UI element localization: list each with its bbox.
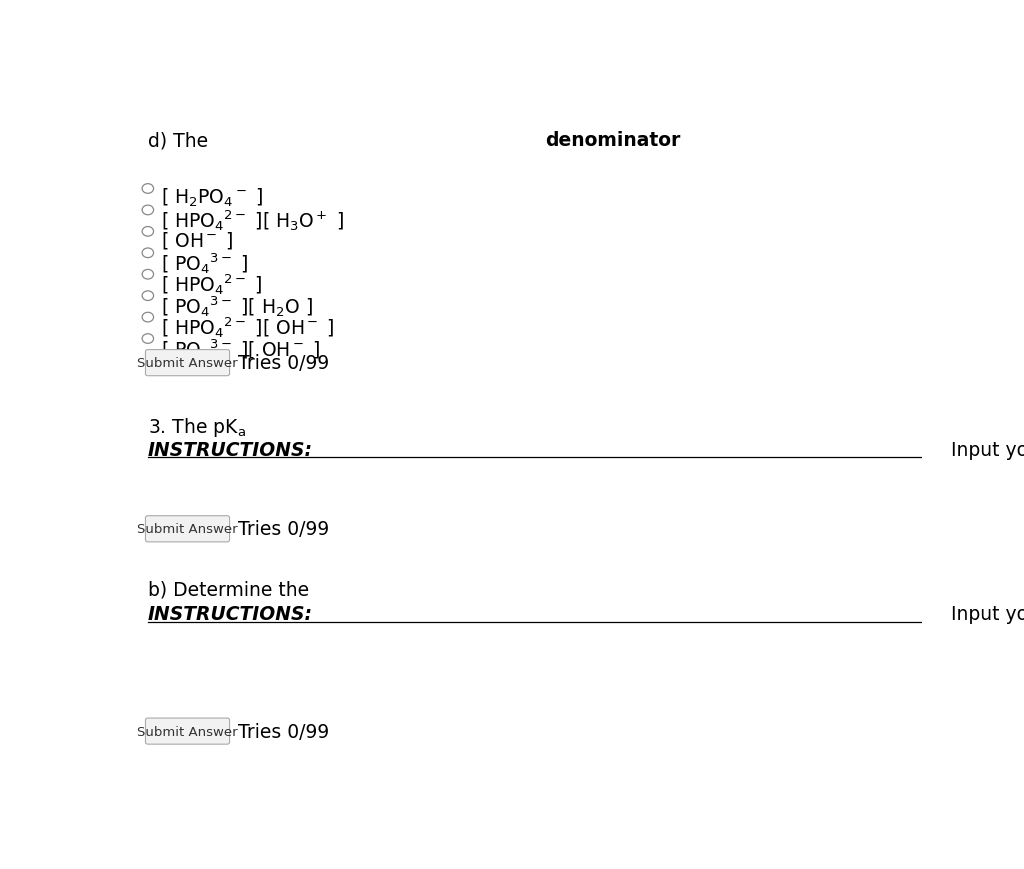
Text: Input your answer to: Input your answer to <box>945 605 1024 624</box>
Text: INSTRUCTIONS:: INSTRUCTIONS: <box>147 605 313 624</box>
Text: d) The: d) The <box>147 131 214 150</box>
FancyBboxPatch shape <box>145 350 229 376</box>
FancyBboxPatch shape <box>145 516 229 542</box>
Text: 3. The pK$_\mathrm{a}$: 3. The pK$_\mathrm{a}$ <box>147 415 246 438</box>
Text: denominator: denominator <box>546 131 681 150</box>
FancyBboxPatch shape <box>145 718 229 745</box>
Text: Tries 0/99: Tries 0/99 <box>239 354 330 373</box>
Text: [ OH$^-$ ]: [ OH$^-$ ] <box>162 229 234 250</box>
Text: [ PO$_4$$^{3-}$ ][ H$_2$O ]: [ PO$_4$$^{3-}$ ][ H$_2$O ] <box>162 294 313 318</box>
Text: [ H$_2$PO$_4$$^-$ ]: [ H$_2$PO$_4$$^-$ ] <box>162 187 263 209</box>
Text: Submit Answer: Submit Answer <box>137 357 238 369</box>
Text: Tries 0/99: Tries 0/99 <box>239 520 330 539</box>
Text: Submit Answer: Submit Answer <box>137 522 238 535</box>
Text: [ HPO$_4$$^{2-}$ ]: [ HPO$_4$$^{2-}$ ] <box>162 272 263 297</box>
Text: Input your answer to: Input your answer to <box>945 441 1024 459</box>
Text: Tries 0/99: Tries 0/99 <box>239 722 330 740</box>
Text: [ PO$_4$$^{3-}$ ][ OH$^-$ ]: [ PO$_4$$^{3-}$ ][ OH$^-$ ] <box>162 336 321 362</box>
Text: INSTRUCTIONS:: INSTRUCTIONS: <box>147 441 313 459</box>
Text: [ HPO$_4$$^{2-}$ ][ H$_3$O$^+$ ]: [ HPO$_4$$^{2-}$ ][ H$_3$O$^+$ ] <box>162 208 344 233</box>
Text: Submit Answer: Submit Answer <box>137 725 238 738</box>
Text: [ PO$_4$$^{3-}$ ]: [ PO$_4$$^{3-}$ ] <box>162 251 249 275</box>
Text: b) Determine the: b) Determine the <box>147 580 315 599</box>
Text: [ HPO$_4$$^{2-}$ ][ OH$^-$ ]: [ HPO$_4$$^{2-}$ ][ OH$^-$ ] <box>162 315 335 340</box>
